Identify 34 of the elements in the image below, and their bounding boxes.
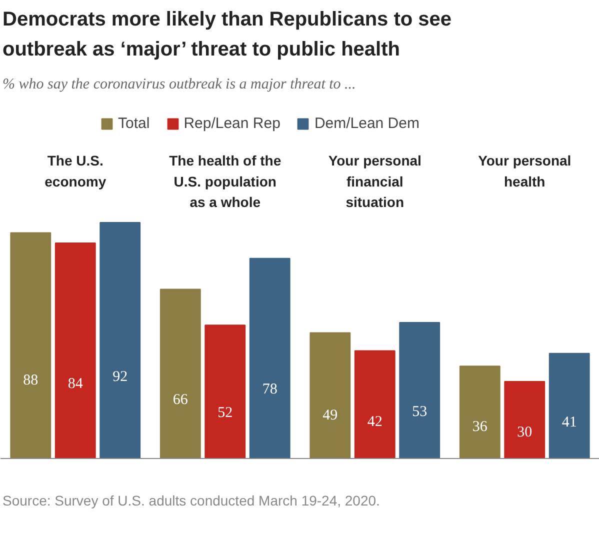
bar bbox=[100, 222, 141, 459]
bar bbox=[54, 242, 96, 459]
bar bbox=[310, 332, 351, 459]
data-label: 53 bbox=[412, 404, 428, 420]
legend-label: Rep/Lean Rep bbox=[184, 115, 280, 132]
bar bbox=[459, 366, 500, 459]
legend-label: Total bbox=[118, 115, 150, 132]
data-label: 84 bbox=[68, 376, 84, 392]
data-label: 36 bbox=[472, 419, 488, 436]
bar bbox=[10, 232, 52, 459]
bar bbox=[548, 352, 590, 459]
legend-label: Dem/Lean Dem bbox=[314, 115, 420, 132]
x-tick-label: The health of the U.S. population as a whole bbox=[169, 152, 282, 210]
data-label: 92 bbox=[112, 368, 128, 385]
bar bbox=[204, 324, 246, 459]
data-label: 52 bbox=[218, 404, 233, 421]
bar bbox=[399, 322, 440, 459]
data-label: 42 bbox=[367, 414, 382, 430]
bar bbox=[354, 350, 396, 459]
chart-title: Democrats more likely than Republicans to see outbreak as ‘major’ threat to public health bbox=[2, 8, 452, 60]
bar bbox=[249, 258, 290, 459]
bar bbox=[160, 288, 201, 459]
source-note: Source: Survey of U.S. adults conducted March 19-24, 2020. bbox=[2, 492, 380, 508]
chart-subtitle: % who say the coronavirus outbreak is a major threat to ... bbox=[2, 76, 356, 92]
data-label: 49 bbox=[322, 408, 338, 424]
data-label: 88 bbox=[23, 372, 38, 388]
data-label: 41 bbox=[562, 414, 577, 431]
data-label: 66 bbox=[172, 392, 188, 408]
data-label: 78 bbox=[262, 381, 278, 398]
x-tick-label: The U.S. economy bbox=[44, 152, 106, 190]
x-tick-label: Your personal financial situation bbox=[328, 152, 422, 210]
x-tick-label: Your personal health bbox=[478, 152, 572, 190]
bar bbox=[504, 381, 546, 459]
data-label: 30 bbox=[517, 424, 532, 441]
